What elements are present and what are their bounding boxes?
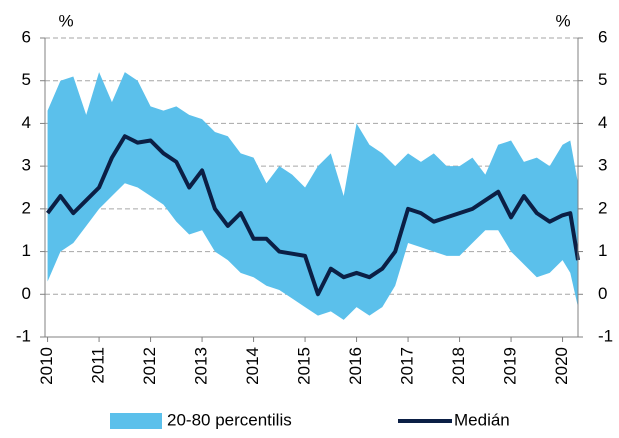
- y-tick-label: 5: [22, 70, 31, 89]
- x-tick-label: 2010: [37, 347, 56, 385]
- x-tick-label: 2011: [89, 347, 108, 384]
- y-unit: %: [58, 11, 73, 30]
- y2-tick-label: -1: [598, 326, 613, 345]
- y2-tick-label: 1: [598, 241, 607, 260]
- y2-unit: %: [555, 11, 570, 30]
- x-tick-label: 2019: [501, 347, 520, 385]
- y-tick-label: 4: [22, 113, 31, 132]
- y-tick-label: 6: [22, 27, 31, 46]
- y-tick-label: 3: [22, 156, 31, 175]
- y2-tick-label: 2: [598, 198, 607, 217]
- x-tick-label: 2016: [346, 347, 365, 385]
- y2-tick-label: 5: [598, 70, 607, 89]
- y-tick-label: 2: [22, 198, 31, 217]
- y2-tick-label: 4: [598, 113, 607, 132]
- x-tick-label: 2013: [192, 347, 211, 385]
- x-tick-label: 2012: [140, 347, 159, 385]
- x-tick-label: 2020: [552, 347, 571, 385]
- y-tick-label: -1: [16, 326, 31, 345]
- legend-label: 20-80 percentilis: [167, 410, 292, 429]
- x-tick-label: 2015: [295, 347, 314, 385]
- y2-tick-label: 0: [598, 284, 607, 303]
- x-tick-label: 2018: [449, 347, 468, 385]
- x-tick-label: 2014: [243, 347, 262, 385]
- median-line: [45, 134, 580, 297]
- y2-tick-label: 6: [598, 27, 607, 46]
- legend-swatch: [110, 413, 162, 429]
- percentile-band: [47, 72, 578, 320]
- x-tick-label: 2017: [398, 347, 417, 385]
- legend-label: Medián: [454, 410, 510, 429]
- y2-tick-label: 3: [598, 156, 607, 175]
- y-tick-label: 1: [22, 241, 31, 260]
- y-tick-label: 0: [22, 284, 31, 303]
